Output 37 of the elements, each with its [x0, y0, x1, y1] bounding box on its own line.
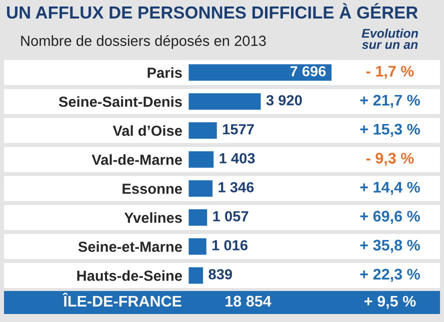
data-label: 1 016: [212, 240, 248, 250]
text: Evolution sur un an: [362, 28, 418, 49]
data-label: 7 696: [290, 66, 326, 76]
chart-subtitle: Nombre de dossiers déposés en 2013: [21, 35, 266, 49]
bar: [188, 236, 208, 256]
text: + 35,8 %: [360, 240, 420, 253]
y-tick-label: Seine-Saint-Denis: [58, 96, 182, 107]
bar: [188, 150, 215, 170]
text: 18 854: [226, 296, 272, 307]
text: + 14,4 %: [360, 182, 420, 195]
y-tick-label: Val d’Oise: [112, 125, 182, 136]
bar: [188, 178, 214, 198]
y-tick-label: Hauts-de-Seine: [77, 270, 182, 281]
text: ÎLE-DE-FRANCE: [62, 292, 182, 307]
data-label: 839: [208, 269, 232, 280]
bar: [188, 92, 262, 112]
y-tick-label: Essonne: [122, 184, 182, 194]
data-label: 1 057: [213, 211, 248, 222]
y-tick-label: Yvelines: [124, 212, 182, 223]
text: - 1,7 %: [366, 66, 414, 79]
data-label: 3 920: [266, 95, 302, 106]
text: + 69,6 %: [360, 210, 420, 224]
y-tick-label: Seine-et-Marne: [78, 241, 182, 252]
y-tick-label: Paris: [148, 67, 182, 78]
text: - 9,3 %: [366, 152, 414, 166]
data-label: 1577: [222, 124, 254, 134]
data-label: 1 346: [218, 182, 254, 192]
bar: [188, 266, 204, 286]
data-label: 1 403: [220, 153, 255, 164]
text: + 22,3 %: [360, 268, 420, 282]
bar: [188, 208, 209, 228]
text: + 9,5 %: [364, 296, 416, 309]
y-tick-label: Val-de-Marne: [92, 154, 182, 165]
text: + 21,7 %: [360, 94, 420, 108]
text: + 15,3 %: [360, 124, 420, 137]
bar: [188, 120, 218, 140]
chart-title: UN AFFLUX DE PERSONNES DIFFICILE À GÉRER: [7, 3, 418, 19]
